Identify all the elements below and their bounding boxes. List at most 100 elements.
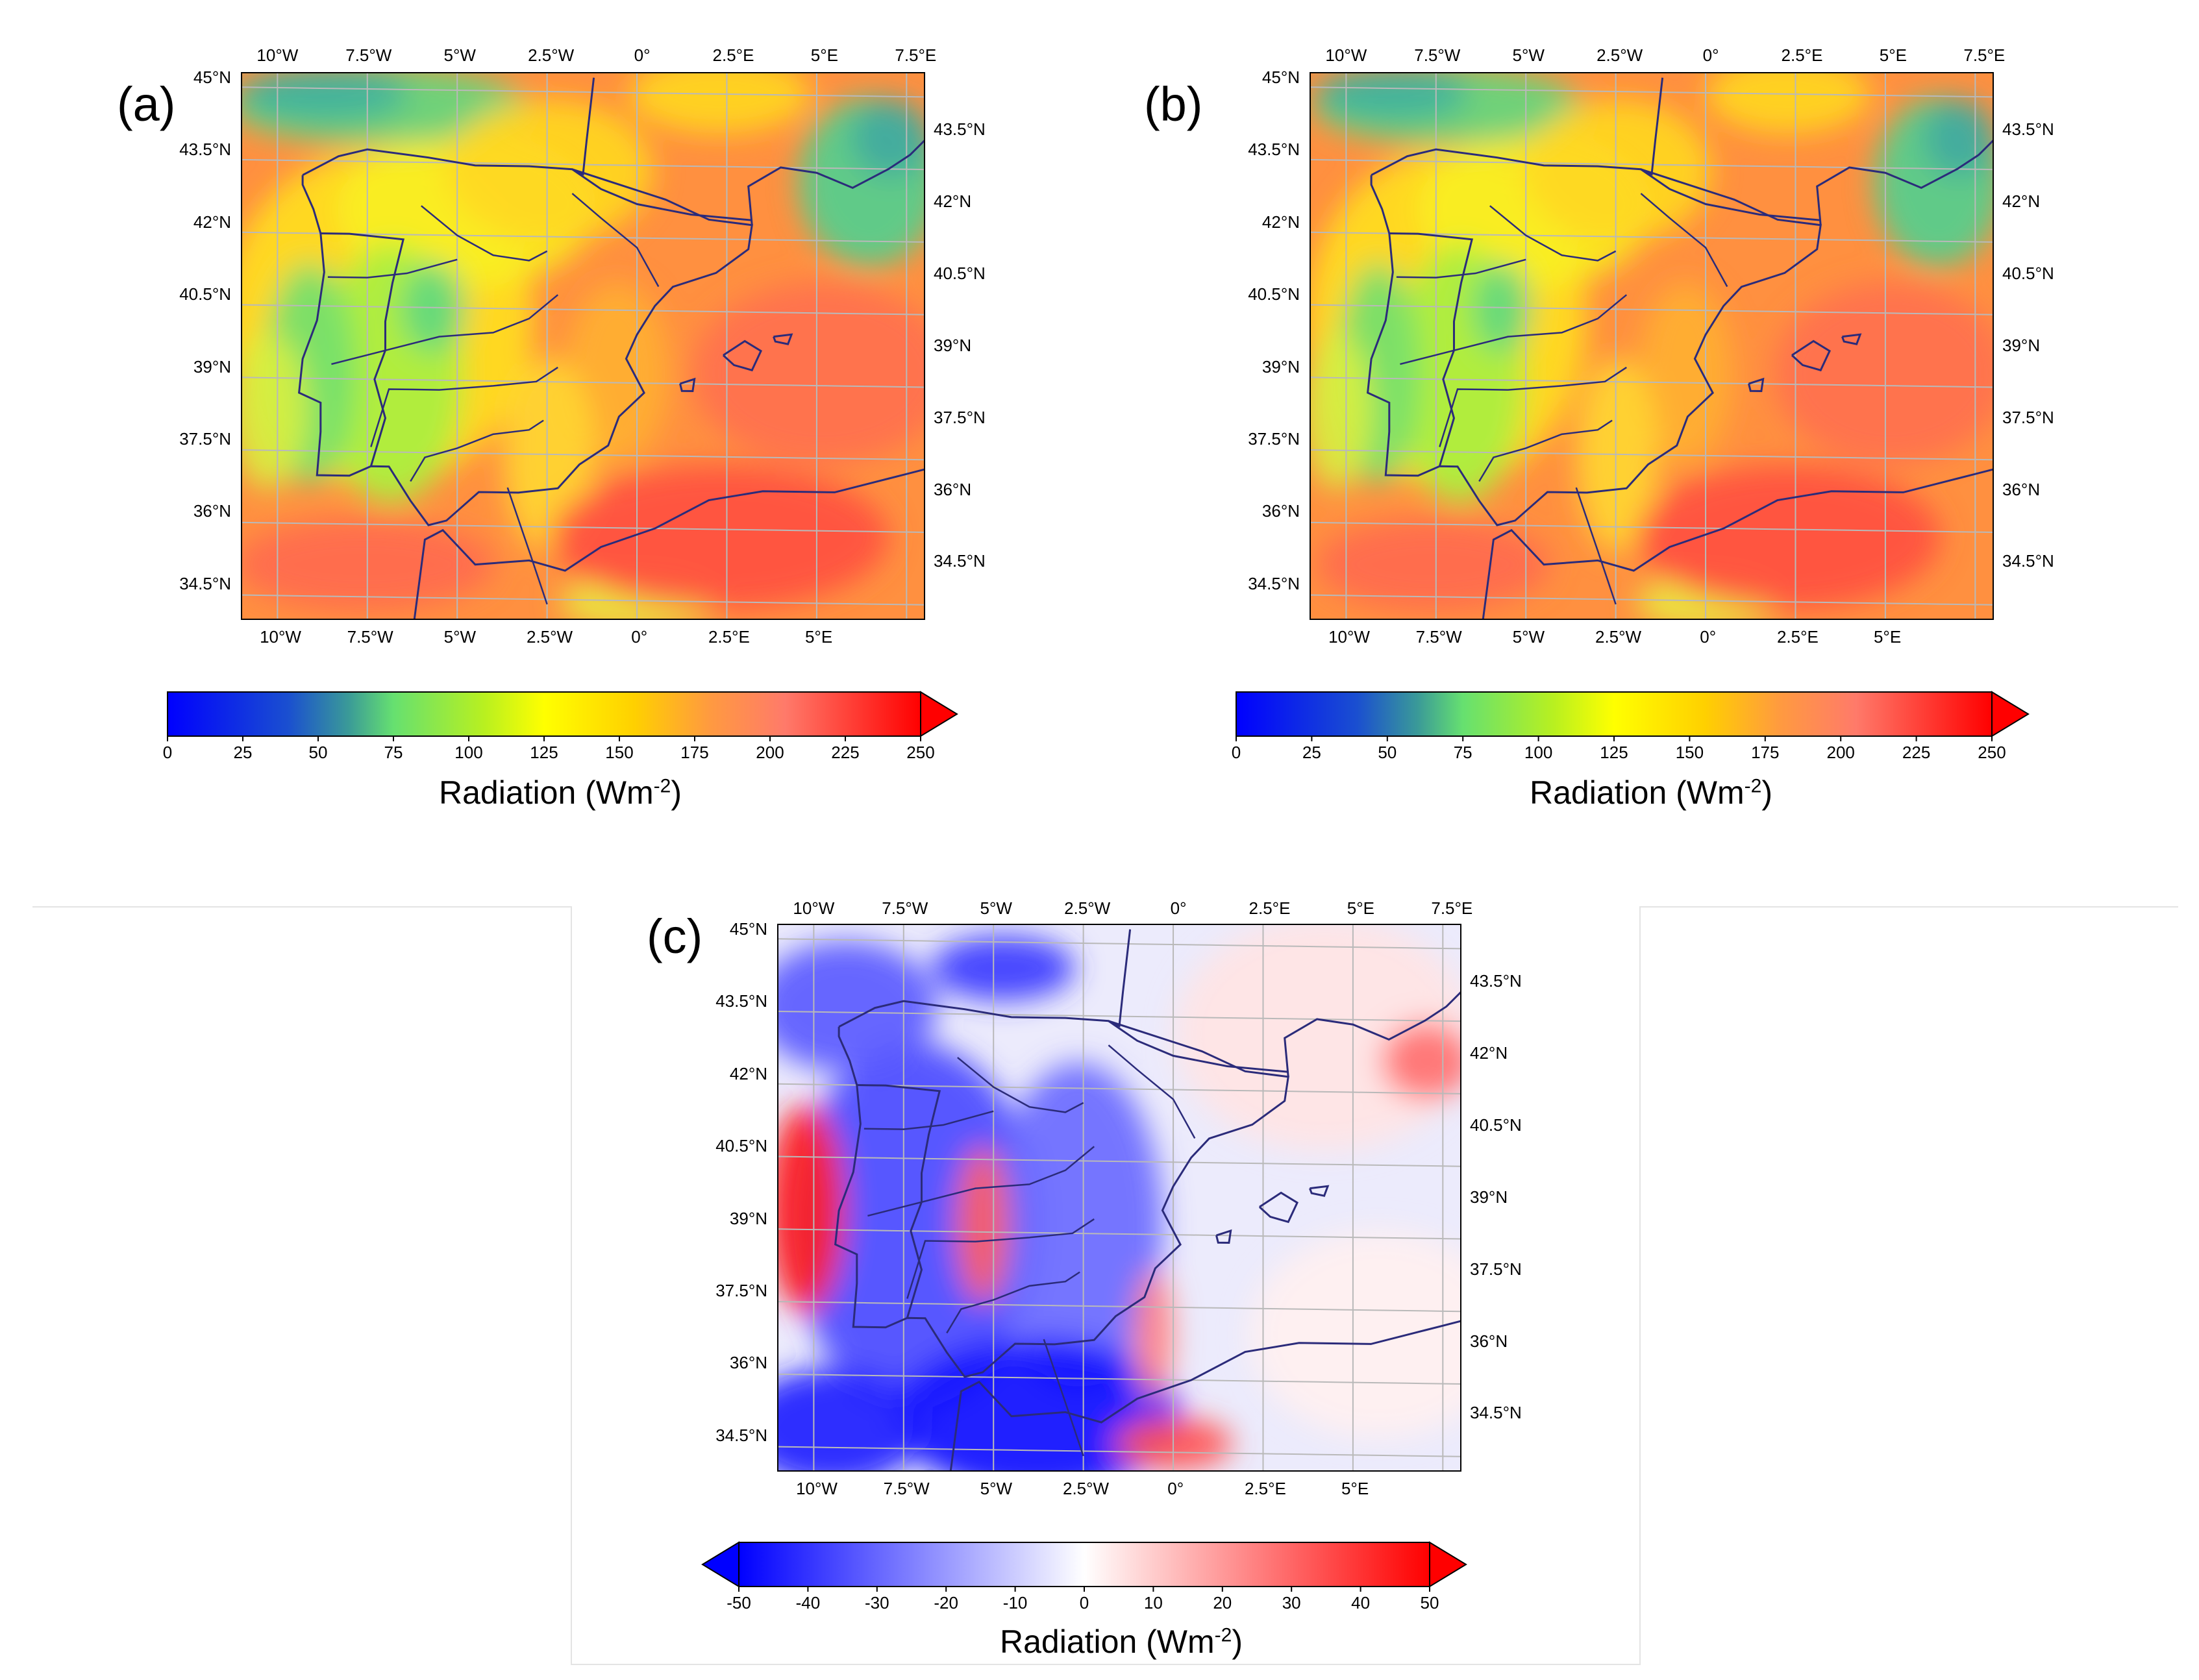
colorbar-tick-label: 250 xyxy=(906,743,935,762)
river xyxy=(331,294,559,365)
pyrenees-border xyxy=(1640,168,1821,221)
parallel xyxy=(242,449,925,461)
parallel xyxy=(242,594,925,606)
portugal-border xyxy=(320,232,405,467)
bottom-lon-tick-label: 7.5°W xyxy=(1415,627,1462,647)
pyrenees-border xyxy=(1108,1020,1289,1073)
top-lon-tick-label: 5°W xyxy=(980,898,1012,918)
right-lat-tick-label: 43.5°N xyxy=(1470,971,1522,991)
left-lat-tick-label: 39°N xyxy=(729,1208,767,1228)
left-lat-tick-label: 42°N xyxy=(729,1063,767,1083)
left-lat-tick-label: 43.5°N xyxy=(715,991,767,1011)
biscay-coastline xyxy=(302,77,595,177)
left-lat-tick-label: 34.5°N xyxy=(1248,573,1300,593)
biscay-coastline xyxy=(838,929,1132,1028)
left-lat-tick-label: 40.5°N xyxy=(715,1136,767,1156)
top-lon-tick-label: 10°W xyxy=(1325,45,1367,65)
left-lat-tick-label: 36°N xyxy=(729,1353,767,1373)
left-lat-tick-label: 34.5°N xyxy=(715,1425,767,1445)
left-lat-tick-label: 43.5°N xyxy=(1248,140,1300,160)
pyrenees-border xyxy=(571,168,752,221)
colorbar-gradient xyxy=(167,691,921,737)
left-lat-tick-label: 43.5°N xyxy=(179,140,231,160)
mallorca-coastline xyxy=(1791,340,1832,372)
panel-label: (b) xyxy=(1144,77,1203,131)
colorbar-tick-label: 40 xyxy=(1351,1593,1371,1612)
colorbar-tick-label: 200 xyxy=(1826,743,1855,762)
right-lat-tick-label: 40.5°N xyxy=(2002,263,2054,283)
bottom-lon-tick-label: 2.5°E xyxy=(1244,1479,1286,1498)
panel-label: (c) xyxy=(647,909,703,963)
parallel xyxy=(242,377,925,388)
parallel xyxy=(778,1155,1461,1167)
top-lon-tick-label: 7.5°E xyxy=(1963,45,2006,65)
river xyxy=(867,1146,1095,1217)
right-lat-tick-label: 37.5°N xyxy=(2002,407,2054,427)
parallel xyxy=(778,938,1461,950)
iberia-coastline xyxy=(297,168,753,526)
left-lat-tick-label: 45°N xyxy=(729,919,767,939)
river xyxy=(957,1057,1084,1113)
river xyxy=(327,258,458,278)
top-lon-tick-label: 7.5°E xyxy=(1431,898,1473,918)
africa-coastline xyxy=(413,468,925,619)
parallel xyxy=(206,14,961,25)
right-lat-tick-label: 39°N xyxy=(1470,1187,1508,1207)
colorbar-tick-label: -20 xyxy=(934,1593,958,1612)
top-lon-tick-label: 2.5°E xyxy=(1781,45,1823,65)
colorbar-arrow-max xyxy=(1429,1541,1467,1588)
top-lon-tick-label: 2.5°E xyxy=(712,45,754,65)
ibiza-coastline xyxy=(1748,377,1765,393)
bottom-lon-tick-label: 2.5°E xyxy=(1776,627,1819,647)
river xyxy=(1108,1044,1196,1139)
ibiza-coastline xyxy=(1215,1229,1232,1244)
river xyxy=(571,193,660,288)
africa-coastline xyxy=(1482,468,1993,619)
bottom-lon-tick-label: 5°E xyxy=(1873,627,1902,647)
top-lon-tick-label: 5°W xyxy=(443,45,476,65)
left-lat-tick-label: 39°N xyxy=(1261,356,1300,377)
right-lat-tick-label: 37.5°N xyxy=(1470,1259,1522,1279)
right-lat-tick-label: 36°N xyxy=(934,479,972,499)
parallel xyxy=(1274,667,2030,678)
bottom-lon-tick-label: 10°W xyxy=(796,1479,838,1498)
left-lat-tick-label: 40.5°N xyxy=(179,284,231,304)
menorca-coastline xyxy=(1309,1185,1330,1197)
bottom-lon-tick-label: 5°W xyxy=(980,1479,1013,1498)
bottom-lon-tick-label: 5°E xyxy=(1341,1479,1369,1498)
colorbar-tick-label: 225 xyxy=(1902,743,1931,762)
bottom-lon-tick-label: 0° xyxy=(631,627,648,647)
bottom-lon-tick-label: 7.5°W xyxy=(883,1479,930,1498)
colorbar-tick-label: 25 xyxy=(1302,743,1321,762)
graticule xyxy=(206,14,961,619)
bottom-lon-tick-label: 5°W xyxy=(1512,627,1545,647)
biscay-coastline xyxy=(1371,77,1664,177)
right-lat-tick-label: 43.5°N xyxy=(934,119,986,139)
right-lat-tick-label: 40.5°N xyxy=(934,263,986,283)
colorbar-tick-label: 250 xyxy=(1978,743,2006,762)
colorbar-tick-label: 0 xyxy=(1079,1593,1089,1612)
parallel xyxy=(778,1228,1461,1240)
parallel xyxy=(1310,594,1993,606)
menorca-coastline xyxy=(1841,333,1862,345)
top-lon-tick-label: 7.5°W xyxy=(882,898,928,918)
right-lat-tick-label: 39°N xyxy=(934,335,972,355)
right-lat-tick-label: 39°N xyxy=(2002,335,2041,355)
top-lon-tick-label: 2.5°W xyxy=(1064,898,1111,918)
iberia-coastline xyxy=(834,1020,1289,1378)
left-lat-tick-label: 34.5°N xyxy=(179,573,231,593)
bottom-lon-tick-label: 0° xyxy=(1700,627,1717,647)
parallel xyxy=(1310,449,1993,461)
left-lat-tick-label: 39°N xyxy=(193,356,231,377)
colorbar-tick-label: 10 xyxy=(1143,1593,1163,1612)
river xyxy=(506,487,548,605)
left-lat-tick-label: 42°N xyxy=(1261,212,1300,232)
parallel xyxy=(242,86,925,98)
colorbar-tick-label: 20 xyxy=(1213,1593,1232,1612)
river xyxy=(1043,1339,1084,1457)
graticule xyxy=(778,924,1461,1471)
bottom-lon-tick-label: 5°E xyxy=(804,627,833,647)
france-coastline xyxy=(1816,140,1993,225)
right-lat-tick-label: 42°N xyxy=(934,191,972,211)
left-lat-tick-label: 37.5°N xyxy=(1248,428,1300,449)
